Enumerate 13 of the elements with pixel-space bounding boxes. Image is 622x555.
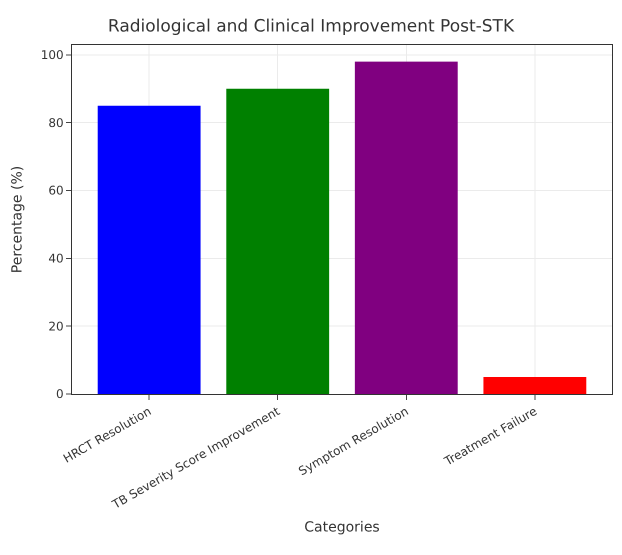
chart-title: Radiological and Clinical Improvement Post-STK	[108, 16, 515, 36]
y-tick-label: 80	[48, 116, 64, 130]
x-axis-title: Categories	[304, 519, 380, 536]
y-tick-label: 20	[48, 319, 64, 334]
bar	[483, 377, 586, 394]
bar	[226, 88, 330, 394]
y-axis-title: Percentage (%)	[9, 166, 26, 274]
y-tick-label: 100	[40, 48, 64, 62]
y-tick-label: 0	[56, 387, 64, 402]
y-tick-label: 40	[48, 252, 64, 266]
y-tick-label: 60	[48, 184, 64, 198]
bar	[98, 106, 201, 394]
bar	[354, 62, 458, 394]
